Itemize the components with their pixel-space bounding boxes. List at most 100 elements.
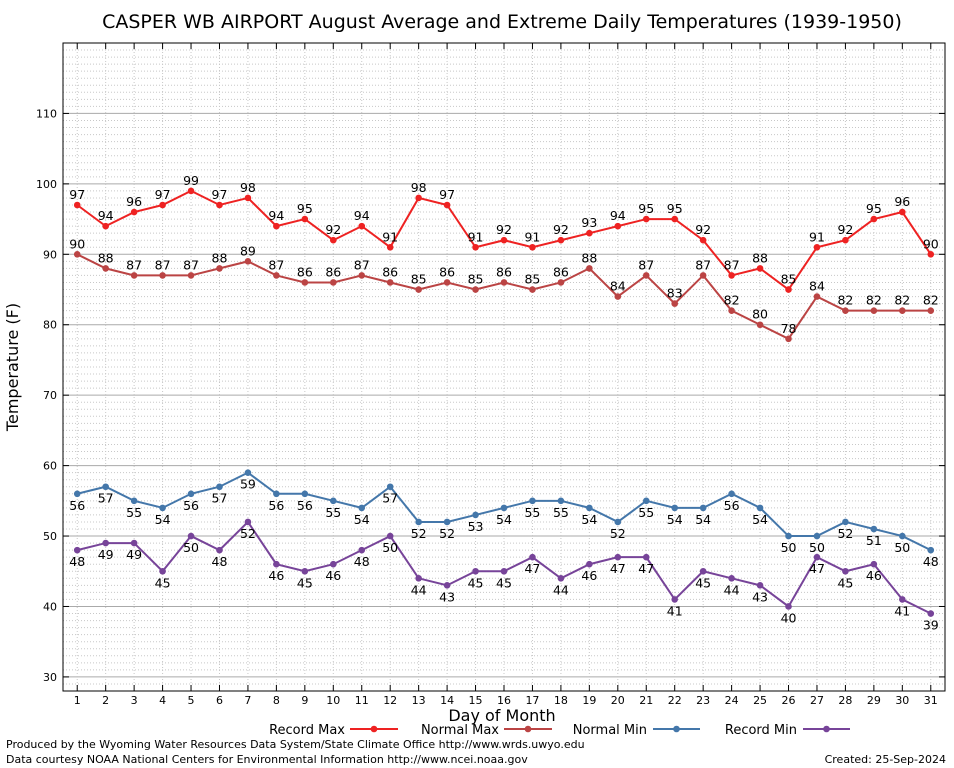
data-point bbox=[728, 490, 735, 498]
data-label: 92 bbox=[496, 222, 512, 237]
data-label: 97 bbox=[439, 187, 455, 202]
data-label: 87 bbox=[354, 257, 370, 272]
data-label: 91 bbox=[468, 229, 484, 244]
data-point bbox=[842, 518, 849, 526]
series-record-max: 97 94 96 97 99 97 98 94 95 92 94 91 98 97 91 92 91 92 93 94… bbox=[69, 173, 939, 293]
data-point bbox=[472, 286, 479, 293]
y-tick-label: 110 bbox=[36, 107, 57, 120]
data-point bbox=[927, 251, 935, 258]
data-point bbox=[443, 201, 451, 209]
data-label: 87 bbox=[155, 257, 171, 272]
data-label: 87 bbox=[695, 257, 711, 272]
data-label: 98 bbox=[411, 180, 427, 195]
data-label: 95 bbox=[866, 201, 882, 216]
data-point bbox=[813, 553, 821, 561]
data-point bbox=[813, 293, 821, 300]
series-normal-max: 90 88 87 87 87 88 89 87 86 86 87 86 85 86 85 86 85 86 88 84… bbox=[69, 236, 939, 343]
data-label: 94 bbox=[268, 208, 284, 223]
data-label: 96 bbox=[126, 194, 142, 209]
y-tick-label: 90 bbox=[43, 248, 57, 261]
data-point bbox=[187, 272, 195, 279]
data-label: 87 bbox=[126, 257, 142, 272]
data-label: 98 bbox=[240, 180, 256, 195]
data-label: 56 bbox=[69, 498, 85, 513]
data-point bbox=[529, 286, 536, 293]
legend-label: Record Max bbox=[269, 723, 345, 738]
data-label: 87 bbox=[183, 257, 199, 272]
y-tick-label: 100 bbox=[36, 178, 57, 191]
data-point bbox=[102, 483, 109, 491]
data-point bbox=[842, 567, 849, 575]
x-tick-label: 16 bbox=[497, 694, 511, 707]
data-point bbox=[244, 258, 252, 265]
data-point bbox=[699, 236, 707, 244]
data-point bbox=[244, 518, 252, 526]
data-point bbox=[756, 265, 764, 272]
data-point bbox=[500, 567, 508, 575]
data-label: 46 bbox=[268, 568, 284, 583]
series: 97 94 96 97 99 97 98 94 95 92 94 91 98 97 91 92 91 92 93 94… bbox=[69, 173, 939, 633]
data-point bbox=[557, 497, 565, 505]
data-label: 50 bbox=[809, 540, 825, 555]
data-point bbox=[216, 483, 223, 491]
data-label: 88 bbox=[212, 250, 228, 265]
data-label: 80 bbox=[752, 307, 768, 322]
data-label: 85 bbox=[524, 272, 540, 287]
data-label: 53 bbox=[468, 519, 484, 534]
data-point bbox=[187, 532, 195, 540]
data-label: 54 bbox=[667, 512, 683, 527]
data-label: 50 bbox=[183, 540, 199, 555]
data-point bbox=[329, 236, 337, 244]
data-label: 85 bbox=[781, 272, 797, 287]
data-label: 97 bbox=[212, 187, 228, 202]
data-label: 82 bbox=[724, 293, 740, 308]
x-tick-label: 6 bbox=[216, 694, 223, 707]
data-point bbox=[728, 272, 735, 279]
data-label: 48 bbox=[923, 554, 939, 569]
data-label: 86 bbox=[325, 264, 341, 279]
data-point bbox=[728, 307, 735, 314]
x-tick-label: 10 bbox=[326, 694, 340, 707]
legend-label: Normal Max bbox=[421, 723, 499, 738]
data-label: 55 bbox=[325, 505, 341, 520]
data-label: 92 bbox=[837, 222, 853, 237]
data-point bbox=[529, 243, 536, 251]
data-point bbox=[899, 596, 906, 603]
data-label: 55 bbox=[553, 505, 569, 520]
data-point bbox=[329, 279, 337, 286]
data-point bbox=[927, 307, 935, 314]
data-point bbox=[614, 553, 622, 561]
x-tick-label: 5 bbox=[188, 694, 195, 707]
data-point bbox=[102, 539, 109, 547]
data-point bbox=[216, 546, 223, 554]
data-point bbox=[899, 208, 906, 216]
data-label: 54 bbox=[496, 512, 512, 527]
data-point bbox=[756, 321, 764, 329]
data-point bbox=[472, 243, 479, 251]
data-label: 46 bbox=[325, 568, 341, 583]
legend-label: Record Min bbox=[725, 723, 797, 738]
legend-item: Record Min bbox=[725, 723, 850, 738]
data-point bbox=[614, 293, 622, 300]
data-point bbox=[870, 525, 878, 533]
data-label: 44 bbox=[724, 582, 740, 597]
data-label: 91 bbox=[809, 229, 825, 244]
series-normal-min: 56 57 55 54 56 57 59 56 56 55 54 57 52 52 53 54 55 55 54 52… bbox=[69, 469, 939, 569]
data-point bbox=[699, 567, 707, 575]
data-label: 49 bbox=[98, 547, 114, 562]
data-point bbox=[785, 532, 792, 540]
data-label: 88 bbox=[752, 250, 768, 265]
data-label: 82 bbox=[923, 293, 939, 308]
data-label: 47 bbox=[524, 561, 540, 576]
data-point bbox=[586, 265, 593, 272]
data-label: 99 bbox=[183, 173, 199, 188]
data-label: 43 bbox=[439, 589, 455, 604]
data-point bbox=[899, 307, 906, 314]
x-tick-label: 4 bbox=[159, 694, 166, 707]
data-label: 87 bbox=[638, 257, 654, 272]
data-label: 95 bbox=[638, 201, 654, 216]
data-point bbox=[159, 272, 166, 279]
data-point bbox=[813, 532, 821, 540]
x-tick-label: 29 bbox=[867, 694, 881, 707]
